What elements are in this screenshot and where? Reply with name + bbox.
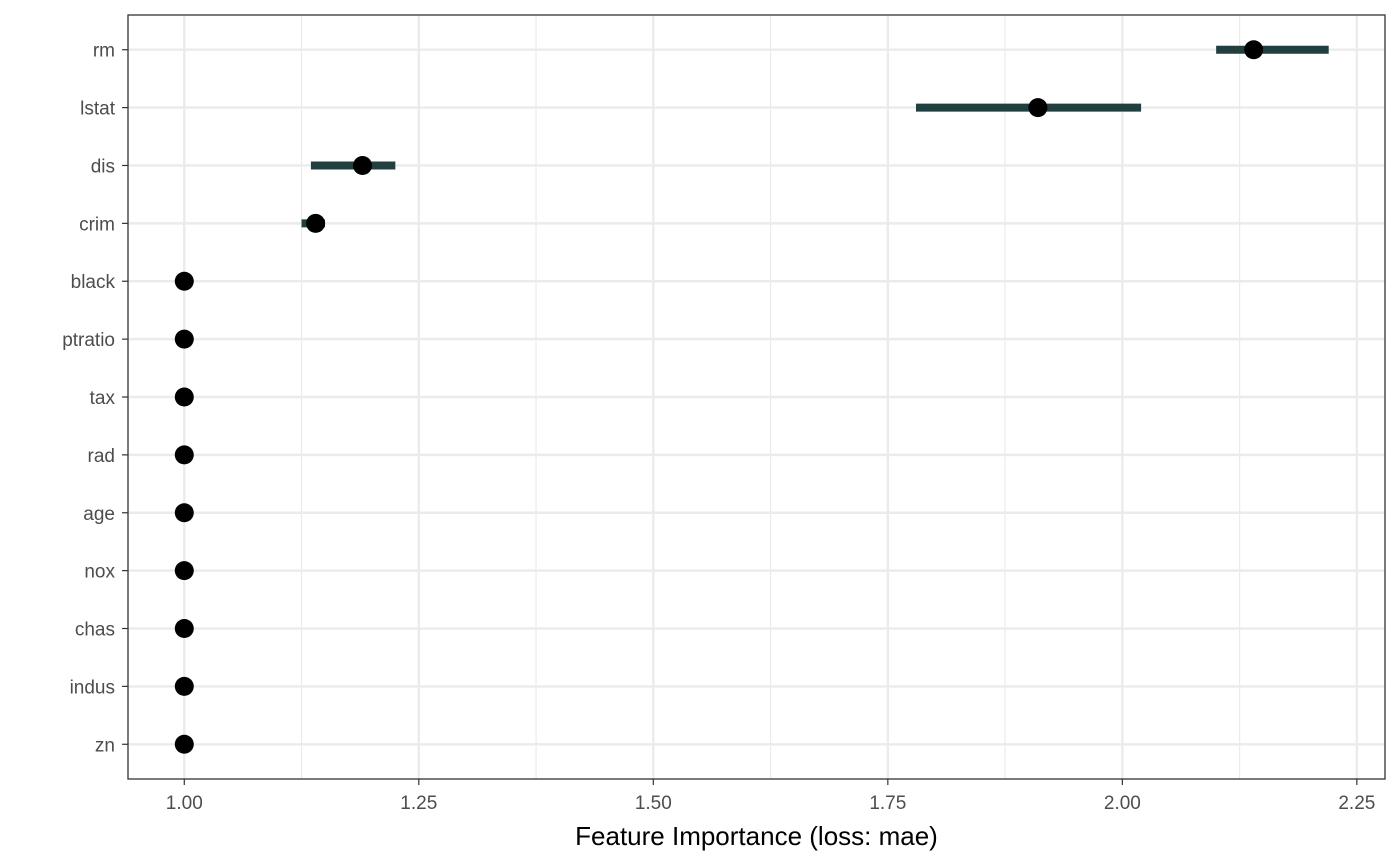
importance-points bbox=[174, 40, 1264, 754]
importance-point-zn bbox=[174, 734, 194, 754]
importance-point-rad bbox=[174, 445, 194, 465]
x-tick-label: 1.50 bbox=[635, 793, 672, 814]
major-gridlines bbox=[128, 15, 1385, 779]
y-tick-label-lstat: lstat bbox=[80, 99, 116, 120]
x-tick-label: 2.25 bbox=[1338, 793, 1375, 814]
y-tick-label-age: age bbox=[83, 504, 115, 525]
x-axis-ticks: 1.00 1.25 1.50 1.75 2.00 2.25 bbox=[166, 779, 1375, 814]
y-tick-label-crim: crim bbox=[79, 214, 115, 235]
y-tick-label-ptratio: ptratio bbox=[62, 330, 115, 351]
x-tick-label: 1.25 bbox=[400, 793, 437, 814]
importance-point-crim bbox=[306, 213, 326, 233]
importance-point-age bbox=[174, 503, 194, 523]
x-tick-label: 1.75 bbox=[869, 793, 906, 814]
y-tick-label-rad: rad bbox=[88, 446, 115, 467]
y-tick-label-nox: nox bbox=[84, 562, 115, 583]
importance-point-rm bbox=[1244, 40, 1264, 60]
y-tick-label-black: black bbox=[71, 272, 116, 293]
y-tick-label-chas: chas bbox=[75, 620, 115, 641]
y-tick-label-indus: indus bbox=[70, 677, 115, 698]
x-axis-title: Feature Importance (loss: mae) bbox=[575, 821, 938, 851]
y-tick-label-tax: tax bbox=[90, 388, 116, 409]
y-tick-label-dis: dis bbox=[91, 156, 115, 177]
importance-point-ptratio bbox=[174, 329, 194, 349]
y-axis-ticks: rm lstat dis crim black ptratio tax rad age nox ch… bbox=[62, 41, 128, 756]
importance-point-chas bbox=[174, 619, 194, 639]
importance-point-dis bbox=[353, 155, 373, 175]
x-tick-label: 2.00 bbox=[1104, 793, 1141, 814]
importance-point-lstat bbox=[1028, 98, 1048, 118]
x-tick-label: 1.00 bbox=[166, 793, 203, 814]
y-tick-label-rm: rm bbox=[93, 41, 115, 62]
y-tick-label-zn: zn bbox=[95, 735, 115, 756]
importance-point-nox bbox=[174, 561, 194, 581]
importance-point-indus bbox=[174, 676, 194, 696]
importance-point-tax bbox=[174, 387, 194, 407]
importance-point-black bbox=[174, 271, 194, 291]
